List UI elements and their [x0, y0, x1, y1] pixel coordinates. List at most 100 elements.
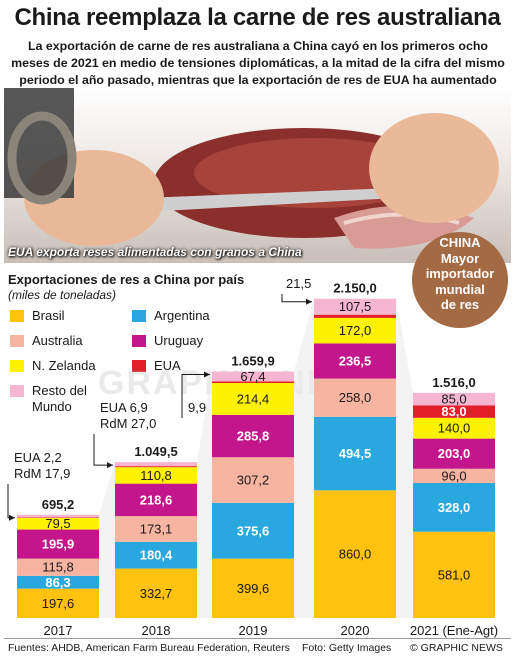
legend-swatch-argentina	[132, 310, 146, 322]
bar-label-australia: 307,2	[237, 473, 270, 488]
bar-segment-australia	[413, 468, 495, 484]
bar-segment-eua	[212, 381, 294, 383]
bar-label-argentina: 375,6	[237, 523, 270, 538]
legend-swatch-uruguay	[132, 335, 146, 347]
bar-label-brasil: 197,6	[42, 596, 75, 611]
bar-label-resto-del-mundo: 107,5	[339, 299, 372, 314]
badge-line: mundial	[435, 281, 485, 297]
bar-label-n-zelanda: 214,4	[237, 391, 270, 406]
callout-leader-line	[281, 294, 312, 303]
bar-label-resto-del-mundo: 85,0	[441, 392, 466, 407]
callout-leader-line	[181, 374, 210, 418]
bar-segment-n-zelanda	[314, 317, 396, 344]
bar-label-argentina: 180,4	[140, 548, 173, 563]
bar-connector	[294, 298, 314, 618]
bar-segment-eua	[314, 314, 396, 318]
legend-label-brasil: Brasil	[32, 308, 65, 323]
legend-swatch-australia	[10, 335, 24, 347]
bar-segment-australia	[115, 516, 197, 542]
bar-label-brasil: 399,6	[237, 581, 270, 596]
bar-segment-brasil	[314, 490, 396, 618]
bar-label-argentina: 494,5	[339, 446, 372, 461]
bar-segment-argentina	[314, 416, 396, 491]
bar-total-label: 1.516,0	[432, 375, 475, 390]
bar-connector	[99, 462, 115, 618]
bar-label-argentina: 86,3	[45, 575, 70, 590]
legend-swatch-n-zelanda	[10, 360, 24, 372]
footer-photo-credit: Foto: Getty Images	[302, 642, 392, 654]
bar-segment-resto-del-mundo	[212, 371, 294, 382]
bar-label-australia: 96,0	[441, 468, 466, 483]
callout-label: EUA 2,2	[14, 450, 62, 465]
bar-label-brasil: 332,7	[140, 586, 173, 601]
bar-segment-eua	[413, 405, 495, 418]
bar-segment-uruguay	[212, 414, 294, 458]
bar-label-uruguay: 218,6	[140, 492, 173, 507]
bar-total-label: 1.659,9	[231, 354, 274, 369]
bar-segment-australia	[212, 457, 294, 503]
callout-leader-line	[93, 434, 113, 466]
chart-units: (miles de toneladas)	[8, 288, 117, 302]
legend-label-resto-del-mundo: Resto del Mundo	[32, 383, 87, 414]
bar-label-argentina: 328,0	[438, 500, 471, 515]
callout-label: 21,5	[286, 276, 311, 291]
bar-segment-brasil	[115, 568, 197, 618]
bar-segment-australia	[17, 558, 99, 576]
bar-segment-brasil	[212, 558, 294, 618]
bar-label-uruguay: 195,9	[42, 537, 75, 552]
bar-label-uruguay: 285,8	[237, 429, 270, 444]
bar-segment-argentina	[212, 502, 294, 559]
x-tick-label: 2020	[341, 623, 370, 638]
badge-line: de res	[440, 297, 480, 312]
badge-line: CHINA	[439, 235, 481, 250]
x-tick-label: 2018	[142, 623, 171, 638]
bar-label-uruguay: 236,5	[339, 353, 372, 368]
page-subtitle: La exportación de carne de res australia…	[11, 39, 505, 87]
bar-label-uruguay: 203,0	[438, 446, 471, 461]
bar-connector	[396, 298, 413, 618]
bar-total-label: 2.150,0	[333, 281, 376, 296]
bar-total-label: 1.049,5	[134, 444, 177, 459]
bar-segment-brasil	[17, 588, 99, 618]
chart-title: Exportaciones de res a China por país	[8, 272, 245, 287]
x-tick-label: 2021 (Ene-Agt)	[410, 623, 498, 638]
bar-connector	[197, 371, 212, 618]
bar-segment-eua	[17, 517, 99, 518]
legend-label-n-zelanda: N. Zelanda	[32, 358, 96, 373]
legend-label-eua: EUA	[154, 358, 181, 373]
page-title: China reemplaza la carne de res australi…	[14, 4, 501, 31]
bar-label-resto-del-mundo: 67,4	[240, 369, 265, 384]
bar-label-n-zelanda: 172,0	[339, 323, 372, 338]
x-tick-label: 2017	[44, 623, 73, 638]
bar-segment-resto-del-mundo	[413, 392, 495, 406]
callout-arrowhead	[204, 371, 210, 378]
callout-arrowhead	[9, 514, 15, 521]
callout-label: RdM 27,0	[100, 416, 156, 431]
footer-sources: Fuentes: AHDB, American Farm Bureau Fede…	[8, 642, 290, 654]
bar-label-n-zelanda: 79,5	[45, 516, 70, 531]
bar-segment-brasil	[413, 531, 495, 618]
bar-label-australia: 115,8	[42, 560, 74, 575]
bar-segment-argentina	[115, 541, 197, 569]
bar-label-n-zelanda: 140,0	[438, 421, 471, 436]
footer-brand: © GRAPHIC NEWS	[410, 642, 503, 654]
bar-segment-australia	[314, 378, 396, 417]
photo-caption: EUA exporta reses alimentadas con granos…	[8, 245, 302, 259]
bar-label-eua: 83,0	[441, 404, 466, 419]
legend-label-australia: Australia	[32, 333, 83, 348]
bar-segment-n-zelanda	[17, 517, 99, 530]
callout-label: EUA 6,9	[100, 400, 148, 415]
callout-leader-line	[7, 484, 15, 519]
legend-label-uruguay: Uruguay	[154, 333, 204, 348]
x-tick-label: 2019	[239, 623, 268, 638]
bar-segment-eua	[115, 466, 197, 468]
beef-photo	[4, 88, 511, 263]
china-badge: CHINA Mayor importador mundial de res	[412, 232, 508, 328]
bar-segment-uruguay	[17, 529, 99, 559]
bar-segment-resto-del-mundo	[314, 298, 396, 315]
bar-segment-uruguay	[314, 343, 396, 379]
bar-label-australia: 258,0	[339, 390, 372, 405]
callout-arrowhead	[306, 298, 312, 305]
bar-label-brasil: 581,0	[438, 567, 471, 582]
